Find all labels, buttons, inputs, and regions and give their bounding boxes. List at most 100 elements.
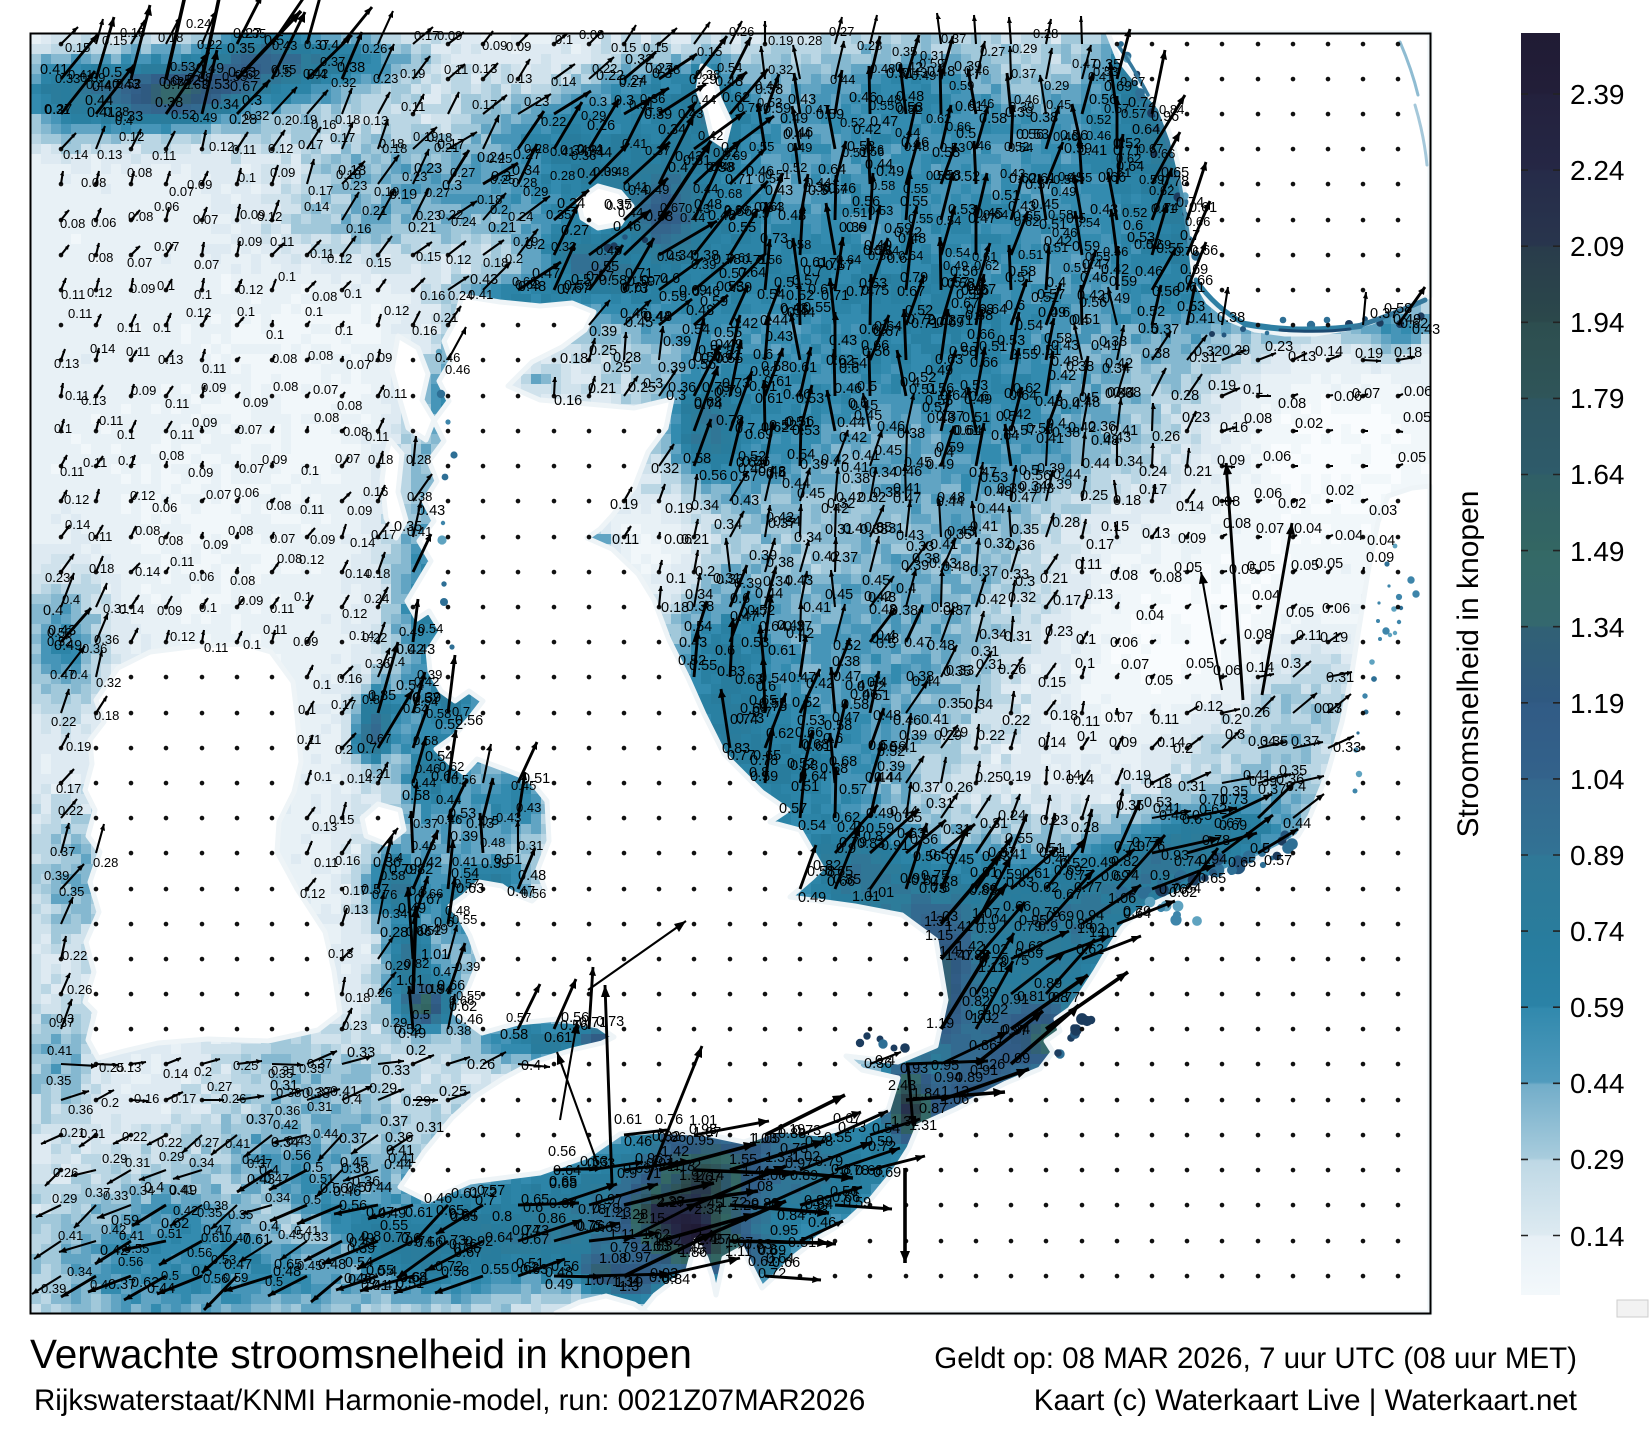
svg-text:0.56: 0.56 bbox=[551, 1259, 579, 1275]
svg-text:0.44: 0.44 bbox=[1570, 1068, 1625, 1099]
svg-text:0.32: 0.32 bbox=[96, 675, 121, 690]
svg-text:0.52: 0.52 bbox=[738, 449, 766, 465]
svg-text:0.15: 0.15 bbox=[329, 812, 354, 827]
svg-text:0.59: 0.59 bbox=[763, 101, 791, 117]
svg-text:0.31: 0.31 bbox=[926, 796, 954, 812]
svg-text:0.62: 0.62 bbox=[235, 67, 260, 82]
svg-text:0.48: 0.48 bbox=[273, 1264, 301, 1280]
svg-text:0.1: 0.1 bbox=[344, 286, 362, 301]
svg-text:0.38: 0.38 bbox=[890, 603, 918, 619]
svg-text:0.68: 0.68 bbox=[549, 1176, 577, 1192]
svg-text:0.56: 0.56 bbox=[1023, 468, 1051, 484]
svg-text:0.79: 0.79 bbox=[389, 862, 417, 878]
svg-text:0.74: 0.74 bbox=[1111, 868, 1139, 884]
svg-text:0.97: 0.97 bbox=[785, 1156, 813, 1172]
svg-text:0.3: 0.3 bbox=[643, 376, 663, 392]
svg-text:0.93: 0.93 bbox=[900, 1061, 928, 1077]
svg-text:0.32: 0.32 bbox=[1008, 590, 1036, 606]
svg-text:0.41: 0.41 bbox=[169, 1182, 194, 1197]
svg-text:0.52: 0.52 bbox=[416, 923, 441, 938]
svg-text:0.71: 0.71 bbox=[579, 1015, 607, 1031]
svg-text:0.08: 0.08 bbox=[1223, 516, 1251, 532]
svg-text:0.27: 0.27 bbox=[561, 223, 589, 239]
svg-text:0.26: 0.26 bbox=[587, 118, 615, 134]
svg-text:0.94: 0.94 bbox=[1076, 908, 1104, 924]
svg-text:0.1: 0.1 bbox=[157, 278, 175, 293]
svg-text:0.44: 0.44 bbox=[618, 205, 643, 220]
svg-text:0.54: 0.54 bbox=[717, 60, 742, 75]
svg-text:0.21: 0.21 bbox=[408, 220, 436, 236]
svg-text:0.23: 0.23 bbox=[1040, 813, 1068, 829]
svg-text:0.44: 0.44 bbox=[411, 775, 436, 790]
svg-text:0.73: 0.73 bbox=[596, 1014, 624, 1030]
svg-text:0.17: 0.17 bbox=[56, 781, 81, 796]
svg-text:0.94: 0.94 bbox=[1002, 1022, 1030, 1038]
svg-text:0.8: 0.8 bbox=[863, 829, 883, 845]
svg-text:0.63: 0.63 bbox=[897, 826, 925, 842]
svg-text:0.11: 0.11 bbox=[297, 732, 321, 747]
svg-text:0.47: 0.47 bbox=[740, 605, 768, 621]
svg-text:0.61: 0.61 bbox=[749, 379, 777, 395]
svg-text:0.63: 0.63 bbox=[520, 1262, 548, 1278]
svg-text:0.6: 0.6 bbox=[660, 271, 680, 287]
svg-text:0.52: 0.52 bbox=[435, 717, 463, 733]
svg-text:0.44: 0.44 bbox=[693, 181, 718, 196]
svg-text:0.37: 0.37 bbox=[1258, 782, 1286, 798]
svg-text:0.22: 0.22 bbox=[197, 37, 222, 52]
svg-text:1.33: 1.33 bbox=[765, 1150, 793, 1166]
svg-text:0.64: 0.64 bbox=[736, 455, 764, 471]
svg-text:0.31: 0.31 bbox=[825, 522, 853, 538]
svg-text:0.53: 0.53 bbox=[948, 202, 976, 218]
svg-text:0.2: 0.2 bbox=[525, 237, 545, 253]
svg-text:0.09: 0.09 bbox=[240, 207, 265, 222]
svg-text:0.33: 0.33 bbox=[906, 539, 934, 555]
svg-text:1.42: 1.42 bbox=[956, 939, 984, 955]
svg-text:0.39: 0.39 bbox=[658, 360, 686, 376]
svg-text:0.53: 0.53 bbox=[997, 333, 1025, 349]
svg-text:0.36: 0.36 bbox=[1105, 386, 1133, 402]
svg-text:1.41: 1.41 bbox=[945, 919, 973, 935]
svg-text:0.44: 0.44 bbox=[837, 415, 865, 431]
svg-text:0.26: 0.26 bbox=[67, 982, 92, 997]
svg-text:Verwachte stroomsnelheid in kn: Verwachte stroomsnelheid in knopen bbox=[30, 1331, 692, 1377]
svg-text:0.52: 0.52 bbox=[678, 653, 706, 669]
svg-text:0.69: 0.69 bbox=[724, 202, 749, 217]
svg-text:0.4: 0.4 bbox=[377, 1264, 397, 1280]
svg-text:0.41: 0.41 bbox=[58, 1228, 83, 1243]
svg-text:0.57: 0.57 bbox=[825, 258, 853, 274]
svg-text:0.42: 0.42 bbox=[1068, 420, 1096, 436]
svg-text:0.14: 0.14 bbox=[1570, 1221, 1625, 1252]
svg-text:0.47: 0.47 bbox=[225, 1230, 250, 1245]
svg-text:0.43: 0.43 bbox=[516, 800, 541, 815]
svg-text:0.54: 0.54 bbox=[451, 866, 479, 882]
svg-text:0.54: 0.54 bbox=[396, 678, 424, 694]
svg-text:0.59: 0.59 bbox=[1064, 141, 1092, 157]
svg-text:0.36: 0.36 bbox=[341, 1161, 369, 1177]
svg-text:0.77: 0.77 bbox=[1132, 835, 1160, 851]
svg-text:0.66: 0.66 bbox=[827, 874, 855, 890]
svg-text:0.57: 0.57 bbox=[1008, 423, 1036, 439]
svg-text:0.38: 0.38 bbox=[407, 489, 432, 504]
svg-text:0.54: 0.54 bbox=[787, 447, 815, 463]
svg-text:0.24: 0.24 bbox=[448, 288, 473, 303]
svg-text:0.22: 0.22 bbox=[157, 1135, 182, 1150]
svg-text:0.43: 0.43 bbox=[112, 77, 140, 93]
svg-text:0.18: 0.18 bbox=[338, 163, 366, 179]
svg-text:0.4: 0.4 bbox=[43, 603, 63, 619]
svg-text:0.58: 0.58 bbox=[380, 868, 405, 883]
svg-text:0.68: 0.68 bbox=[829, 754, 857, 770]
svg-text:0.41: 0.41 bbox=[388, 1151, 416, 1167]
svg-text:0.34: 0.34 bbox=[1102, 361, 1130, 377]
svg-text:0.89: 0.89 bbox=[955, 1070, 983, 1086]
svg-text:0.37: 0.37 bbox=[1011, 66, 1036, 81]
svg-text:0.74: 0.74 bbox=[1153, 200, 1178, 215]
svg-text:0.11: 0.11 bbox=[401, 99, 425, 114]
svg-text:0.67: 0.67 bbox=[454, 1245, 482, 1261]
svg-text:0.51: 0.51 bbox=[992, 188, 1020, 204]
svg-text:0.78: 0.78 bbox=[1202, 833, 1230, 849]
svg-text:0.53: 0.53 bbox=[797, 713, 825, 729]
svg-text:0.69: 0.69 bbox=[1146, 237, 1171, 252]
svg-text:0.41: 0.41 bbox=[47, 1043, 72, 1058]
svg-text:0.55: 0.55 bbox=[450, 1209, 478, 1225]
svg-text:0.47: 0.47 bbox=[203, 1223, 231, 1239]
